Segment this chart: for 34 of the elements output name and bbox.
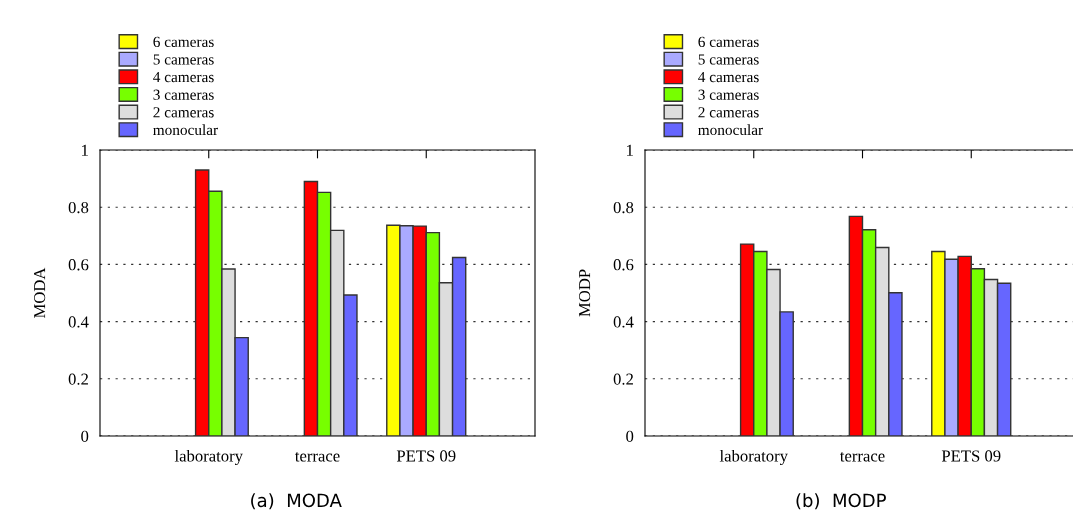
legend-label: 3 cameras xyxy=(698,89,759,100)
y-tick-label: 0.8 xyxy=(613,201,634,214)
y-tick-label: 0.6 xyxy=(68,259,89,271)
x-tick-label: PETS 09 xyxy=(396,450,456,462)
y-tick-label: 0 xyxy=(626,430,634,442)
x-tick-label: laboratory xyxy=(719,449,788,466)
y-tick-label: 0.4 xyxy=(68,316,89,328)
y-tick-label: 1 xyxy=(627,144,633,156)
y-tick-label: 0 xyxy=(81,430,89,442)
legend-label: 4 cameras xyxy=(698,72,759,83)
legend-label: monocular xyxy=(153,124,218,136)
legend-label: 6 cameras xyxy=(698,36,759,47)
text: (a) MODA xyxy=(251,493,342,510)
x-tick-label: laboratory xyxy=(174,449,243,466)
y-tick-label: 0.6 xyxy=(613,259,634,271)
legend-label: 6 cameras xyxy=(153,36,214,47)
x-tick-label: PETS 09 xyxy=(941,450,1001,462)
text: (b) MODP xyxy=(796,493,886,510)
y-axis-title: MODA xyxy=(34,267,46,318)
y-tick-label: 0.2 xyxy=(613,373,633,385)
legend-label: monocular xyxy=(698,124,763,136)
legend-label: 2 cameras xyxy=(153,107,214,118)
y-tick-label: 1 xyxy=(82,144,88,156)
y-axis-title: MODP xyxy=(579,269,591,317)
x-tick-label: terrace xyxy=(295,452,340,462)
x-tick-label: terrace xyxy=(840,452,885,462)
legend-label: 5 cameras xyxy=(698,54,759,65)
y-tick-label: 0.4 xyxy=(613,316,634,328)
y-tick-label: 0.2 xyxy=(68,373,88,385)
legend-label: 2 cameras xyxy=(698,107,759,118)
legend-label: 5 cameras xyxy=(153,54,214,65)
legend-label: 4 cameras xyxy=(153,72,214,83)
legend-label: 3 cameras xyxy=(153,89,214,100)
y-tick-label: 0.8 xyxy=(68,201,89,214)
